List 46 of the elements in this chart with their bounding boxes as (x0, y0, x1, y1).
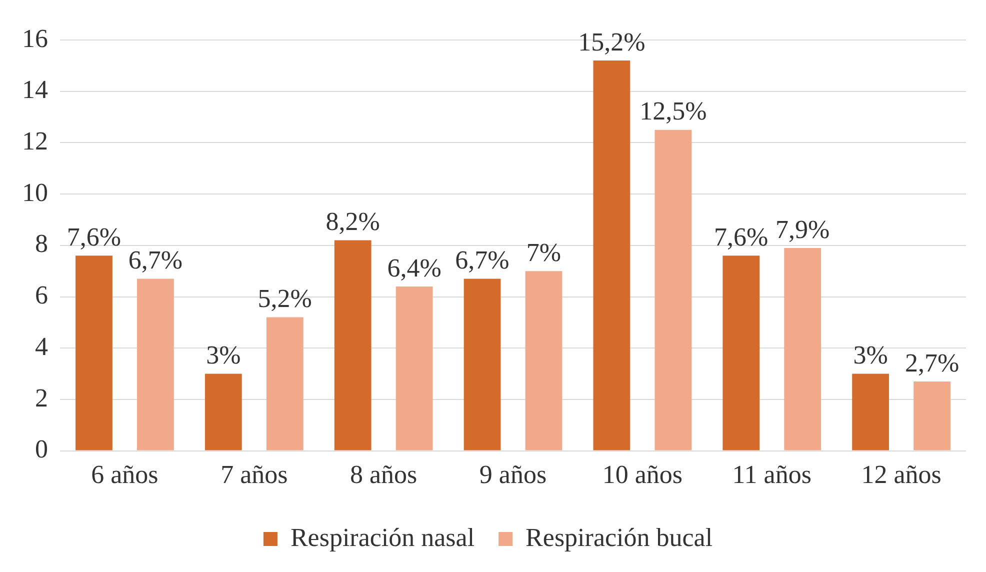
legend-label: Respiración bucal (526, 522, 713, 552)
bar (464, 278, 501, 450)
y-tick-label: 10 (22, 178, 48, 207)
data-label: 7,6% (714, 222, 768, 252)
bar (137, 278, 174, 450)
data-label: 3% (206, 340, 241, 370)
data-label: 6,4% (387, 253, 442, 282)
data-label: 5,2% (258, 284, 312, 314)
x-tick-label: 11 años (732, 460, 812, 490)
bar (396, 286, 433, 450)
data-label: 3% (853, 340, 888, 370)
data-label: 7,9% (776, 214, 830, 244)
x-tick-label: 8 años (350, 460, 418, 490)
data-label: 12,5% (640, 96, 707, 126)
bar (914, 381, 950, 450)
y-tick-label: 4 (35, 332, 48, 361)
bar (722, 256, 760, 450)
data-label: 7,6% (66, 222, 122, 252)
bar (654, 130, 692, 450)
y-tick-label: 12 (22, 126, 48, 156)
bar (593, 60, 630, 450)
y-tick-label: 6 (35, 280, 48, 310)
data-label: 2,7% (904, 348, 960, 378)
x-tick-label: 10 años (602, 460, 683, 490)
bar (266, 317, 304, 450)
legend-label: Respiración nasal (290, 522, 475, 552)
y-tick-label: 0 (35, 434, 48, 464)
data-label: 6,7% (128, 246, 183, 275)
bar (784, 248, 822, 450)
x-tick-label: 6 años (91, 460, 158, 490)
y-tick-label: 8 (35, 229, 48, 258)
bar (76, 256, 112, 450)
x-tick-label: 9 años (479, 460, 547, 490)
bar (334, 240, 372, 450)
bar (525, 271, 562, 450)
y-tick-label: 2 (35, 383, 48, 412)
bar (204, 374, 242, 450)
x-tick-label: 7 años (220, 460, 288, 490)
x-tick-label: 12 años (861, 460, 942, 490)
y-tick-label: 14 (22, 75, 48, 104)
data-label: 8,2% (326, 207, 380, 236)
bar (852, 374, 889, 450)
data-label: 15,2% (578, 27, 646, 56)
y-tick-label: 16 (22, 24, 48, 53)
data-label: 7% (526, 238, 562, 267)
data-label: 6,7% (455, 246, 510, 275)
